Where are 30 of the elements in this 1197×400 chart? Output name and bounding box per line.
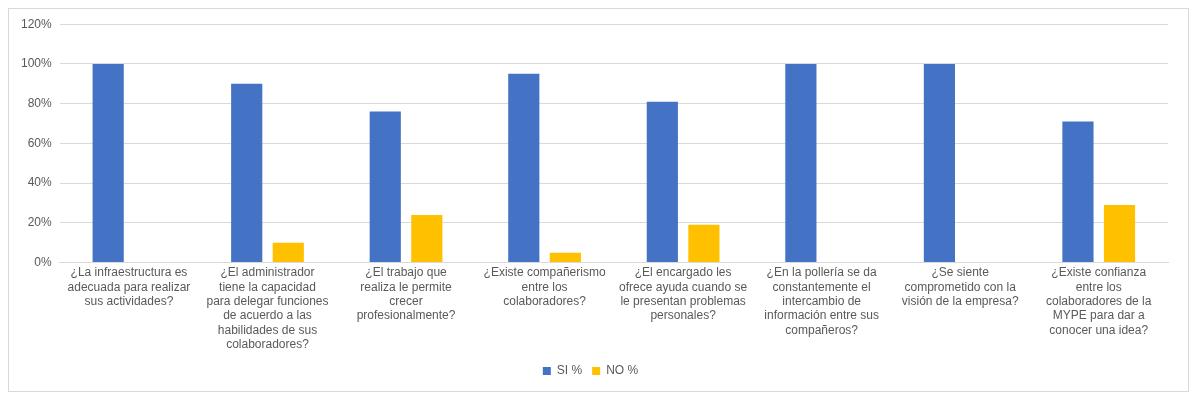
bar <box>646 101 678 263</box>
bar <box>508 73 540 263</box>
y-tick-label: 80% <box>27 95 53 110</box>
bar <box>923 63 955 263</box>
bar <box>549 252 581 263</box>
bar <box>231 83 263 263</box>
y-tick-label: 100% <box>20 56 53 71</box>
y-tick-label: 60% <box>27 135 53 150</box>
x-tick-label: ¿La infraestructura es adecuada para realizar sus actividades? <box>67 265 191 308</box>
bar <box>1062 121 1094 263</box>
y-tick-label: 120% <box>20 16 53 31</box>
x-tick-label: ¿Existe confianza entre los colaboradores de la MYPE para dar a conocer una idea? <box>1046 265 1152 337</box>
bar <box>785 63 817 263</box>
bar <box>1103 204 1136 263</box>
x-tick-label: ¿Existe compañerismo entre los colaboradores? <box>483 265 606 308</box>
bar <box>272 242 304 263</box>
legend-label: SI % <box>556 363 583 378</box>
x-tick-label: ¿El encargado les ofrece ayuda cuando se le presentan problemas personales? <box>619 265 748 323</box>
x-tick-label: ¿En la pollería se da constantemente el intercambio de información entre sus compañeros? <box>764 265 880 337</box>
legend-label: NO % <box>606 363 639 378</box>
bar <box>92 63 124 263</box>
y-tick-label: 40% <box>27 175 53 190</box>
bar <box>688 224 720 263</box>
bar <box>369 111 401 263</box>
x-tick-label: ¿El administrador tiene la capacidad para delegar funciones de acuerdo a las habilidades de sus colaboradores? <box>206 265 329 352</box>
y-tick-label: 20% <box>27 215 53 230</box>
x-tick-label: ¿Se siente comprometido con la visión de la empresa? <box>901 265 1019 308</box>
x-tick-label: ¿El trabajo que realiza le permite crecer profesionalmente? <box>356 265 456 323</box>
y-tick-label: 0% <box>34 254 53 269</box>
bar <box>411 214 443 263</box>
